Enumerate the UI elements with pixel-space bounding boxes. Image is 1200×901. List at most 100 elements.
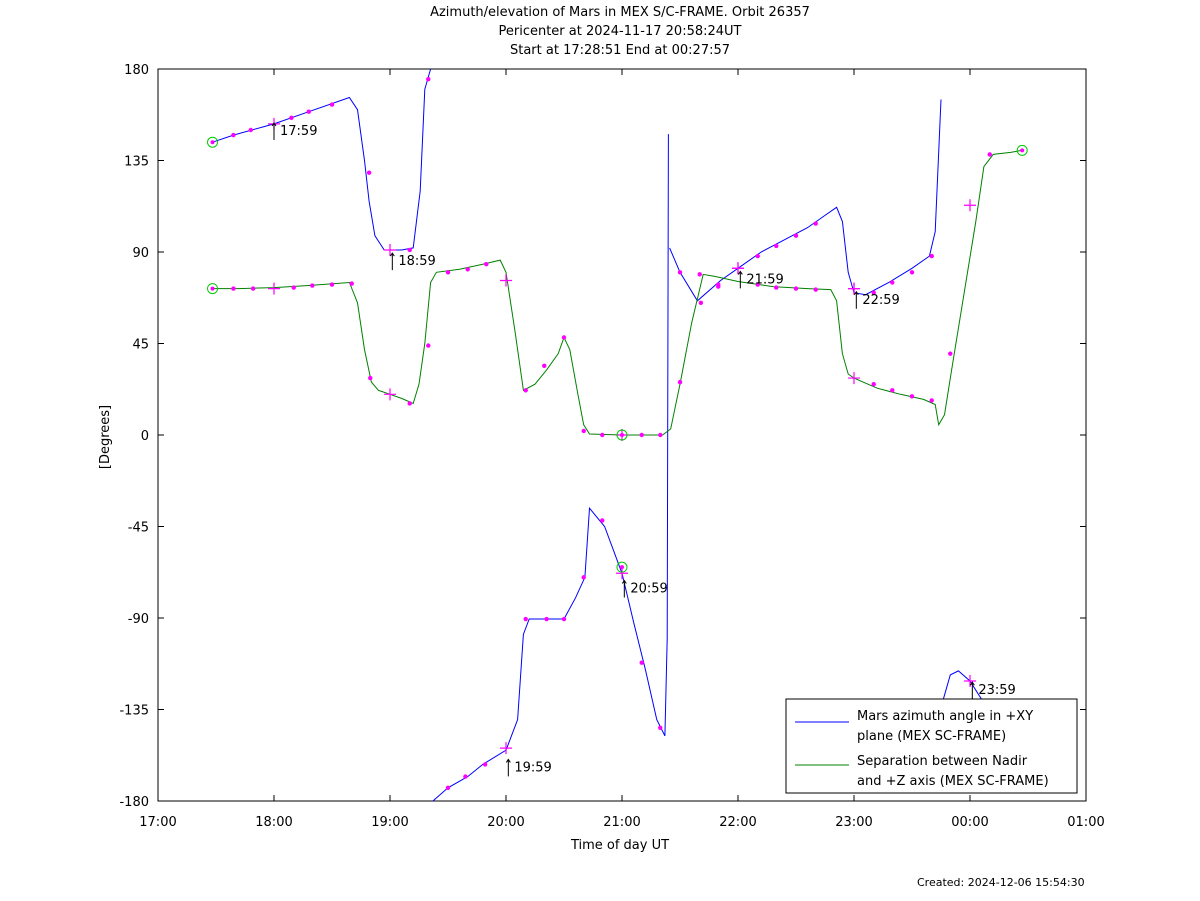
time-annotation-label: 18:59 xyxy=(398,254,435,269)
data-point-marker xyxy=(561,335,567,340)
data-point-marker xyxy=(677,270,683,275)
data-point-marker xyxy=(426,343,431,348)
time-annotation-pointer xyxy=(271,122,277,140)
data-point-marker xyxy=(463,774,468,779)
data-point-marker xyxy=(677,379,683,385)
data-point-marker xyxy=(755,282,760,287)
data-point-marker xyxy=(581,575,586,580)
hour-cross-marker xyxy=(500,274,512,287)
data-point-marker xyxy=(250,286,256,291)
data-point-marker xyxy=(231,132,236,138)
legend-label-separation-line2: and +Z axis (MEX SC-FRAME) xyxy=(857,774,1049,789)
data-point-marker xyxy=(465,267,470,272)
data-point-marker xyxy=(407,247,412,253)
hour-cross-marker xyxy=(500,742,512,755)
hour-cross-marker xyxy=(732,262,744,275)
data-point-marker xyxy=(581,428,586,434)
x-tick-label: 00:00 xyxy=(951,815,988,830)
x-tick-label: 18:00 xyxy=(255,815,292,830)
x-tick-label: 17:00 xyxy=(139,815,176,830)
hour-cross-marker xyxy=(964,675,976,688)
data-point-marker xyxy=(871,381,876,387)
legend-label-azimuth-line1: Mars azimuth angle in +XY xyxy=(857,709,1033,724)
hour-cross-marker xyxy=(848,372,860,385)
data-point-marker xyxy=(871,290,876,295)
data-point-marker xyxy=(248,127,253,133)
data-point-marker xyxy=(793,286,799,291)
event-circle-marker xyxy=(616,561,628,573)
series-line-azimuth xyxy=(212,68,432,251)
y-tick-label: -135 xyxy=(119,704,149,719)
time-annotation-pointer xyxy=(621,579,627,598)
data-point-marker xyxy=(793,233,799,238)
data-point-marker xyxy=(426,76,431,82)
data-point-marker xyxy=(658,432,663,438)
event-circle-center xyxy=(210,286,215,291)
data-point-marker xyxy=(890,388,895,393)
hour-cross-marker xyxy=(616,567,628,580)
data-point-marker xyxy=(909,394,915,399)
event-circle-center xyxy=(620,433,624,437)
time-annotation-pointer xyxy=(505,758,511,777)
event-circle-marker xyxy=(207,283,219,295)
y-tick-label: -45 xyxy=(128,521,149,536)
data-point-marker xyxy=(306,109,311,114)
event-circle-marker xyxy=(207,136,219,148)
event-circle-center xyxy=(210,140,215,145)
legend-label-separation-line1: Separation between Nadir xyxy=(857,754,1028,769)
y-tick-label: 135 xyxy=(124,155,149,170)
y-tick-label: -90 xyxy=(128,612,149,627)
data-point-marker xyxy=(929,398,934,403)
data-point-marker xyxy=(231,286,236,291)
data-point-marker xyxy=(755,253,760,259)
data-point-marker xyxy=(523,388,528,393)
data-point-marker xyxy=(890,280,895,285)
time-annotation-label: 21:59 xyxy=(746,272,783,287)
hour-cross-marker xyxy=(964,199,976,212)
data-point-marker xyxy=(445,270,451,275)
data-point-marker xyxy=(366,170,372,175)
chart-title-line3: Start at 17:28:51 End at 00:27:57 xyxy=(509,43,731,58)
y-axis-label: [Degrees] xyxy=(98,405,113,469)
y-tick-label: 90 xyxy=(132,246,149,261)
event-circle-center xyxy=(1020,148,1025,153)
x-tick-label: 20:00 xyxy=(487,815,524,830)
data-point-marker xyxy=(289,115,294,121)
x-axis-label: Time of day UT xyxy=(570,838,669,853)
data-point-marker xyxy=(698,300,704,306)
time-annotation-pointer xyxy=(969,681,975,700)
data-point-marker xyxy=(329,282,335,287)
event-circle-marker xyxy=(616,429,628,441)
series-line-azimuth xyxy=(942,670,983,700)
legend-box xyxy=(785,698,1078,794)
data-point-marker xyxy=(368,375,373,381)
data-point-marker xyxy=(600,518,605,523)
hour-cross-marker xyxy=(268,282,280,295)
hour-cross-marker xyxy=(384,388,396,401)
data-point-marker xyxy=(813,287,818,292)
data-point-marker xyxy=(987,152,992,157)
series-line-separation xyxy=(212,149,1023,436)
data-point-marker xyxy=(774,243,779,249)
data-point-marker xyxy=(310,283,315,288)
legend: Mars azimuth angle in +XY plane (MEX SC-… xyxy=(785,698,1078,794)
data-point-marker xyxy=(523,616,528,622)
data-point-marker xyxy=(716,282,721,287)
data-point-marker xyxy=(291,285,296,290)
x-tick-label: 22:00 xyxy=(719,815,756,830)
data-point-marker xyxy=(561,616,567,622)
legend-label-azimuth-line2: plane (MEX SC-FRAME) xyxy=(857,729,1006,744)
data-point-marker xyxy=(948,351,953,356)
data-point-marker xyxy=(329,102,335,107)
data-point-marker xyxy=(697,272,702,277)
time-annotation-pointer xyxy=(853,290,859,309)
data-point-marker xyxy=(813,221,818,226)
data-point-marker xyxy=(445,785,451,790)
data-point-marker xyxy=(349,281,354,286)
time-annotation-label: 20:59 xyxy=(630,582,667,597)
time-annotation-pointer xyxy=(389,252,395,271)
created-timestamp: Created: 2024-12-06 15:54:30 xyxy=(917,876,1085,889)
data-point-marker xyxy=(909,270,915,275)
data-point-marker xyxy=(774,285,779,290)
x-tick-label: 19:00 xyxy=(371,815,408,830)
